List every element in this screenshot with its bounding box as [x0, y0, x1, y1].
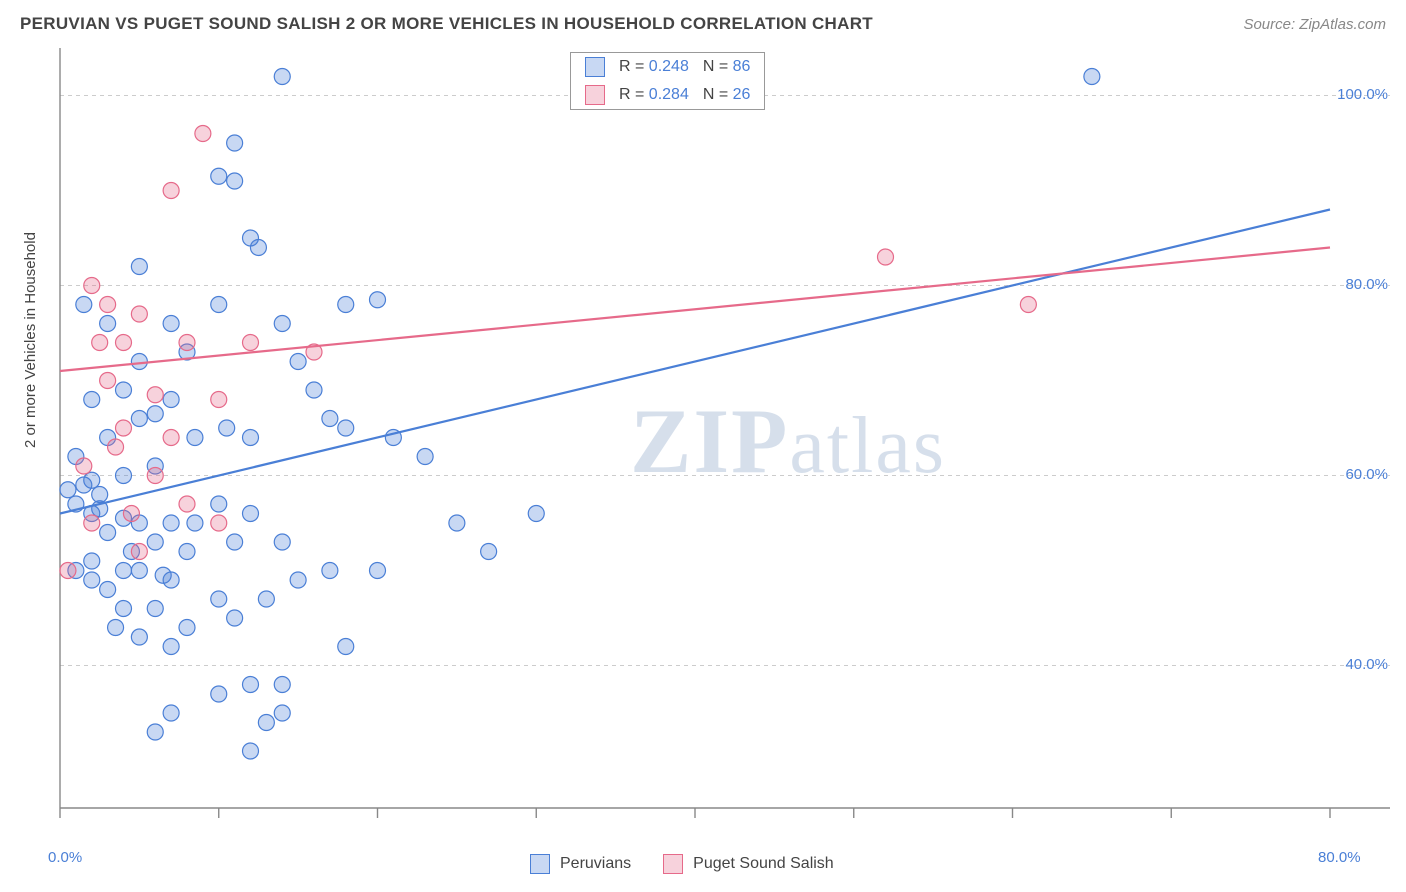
chart-title: PERUVIAN VS PUGET SOUND SALISH 2 OR MORE… [20, 14, 873, 34]
legend-n-value-1: 26 [733, 86, 751, 103]
title-bar: PERUVIAN VS PUGET SOUND SALISH 2 OR MORE… [0, 0, 1406, 44]
legend-bottom-swatch-1 [663, 854, 683, 874]
legend-bottom-label-0: Peruvians [560, 855, 631, 873]
x-tick-label: 0.0% [48, 849, 82, 866]
legend-n-value-0: 86 [733, 58, 751, 75]
source-label: Source: ZipAtlas.com [1243, 16, 1386, 33]
legend-bottom: Peruvians Puget Sound Salish [530, 854, 834, 874]
legend-swatch-1 [585, 85, 605, 105]
legend-r-label: R = 0.248 [619, 58, 689, 76]
legend-r-label: R = 0.284 [619, 86, 689, 104]
y-tick-label: 60.0% [1345, 466, 1388, 483]
y-tick-label: 100.0% [1337, 86, 1388, 103]
y-tick-label: 80.0% [1345, 276, 1388, 293]
y-tick-label: 40.0% [1345, 656, 1388, 673]
y-axis-label: 2 or more Vehicles in Household [22, 232, 39, 448]
legend-item-0: Peruvians [530, 854, 631, 874]
legend-n-label: N = 26 [703, 86, 751, 104]
legend-bottom-label-1: Puget Sound Salish [693, 855, 834, 873]
legend-r-value-1: 0.284 [649, 86, 689, 103]
legend-bottom-swatch-0 [530, 854, 550, 874]
legend-item-1: Puget Sound Salish [663, 854, 834, 874]
legend-stats-row-0: R = 0.248 N = 86 [571, 53, 764, 81]
legend-swatch-0 [585, 57, 605, 77]
legend-stats-row-1: R = 0.284 N = 26 [571, 81, 764, 109]
legend-n-label: N = 86 [703, 58, 751, 76]
plot-area: 2 or more Vehicles in Household 40.0%60.… [50, 48, 1390, 838]
x-tick-label: 80.0% [1318, 849, 1361, 866]
scatter-chart-svg [50, 48, 1390, 838]
legend-stats-box: R = 0.248 N = 86 R = 0.284 N = 26 [570, 52, 765, 110]
legend-r-value-0: 0.248 [649, 58, 689, 75]
